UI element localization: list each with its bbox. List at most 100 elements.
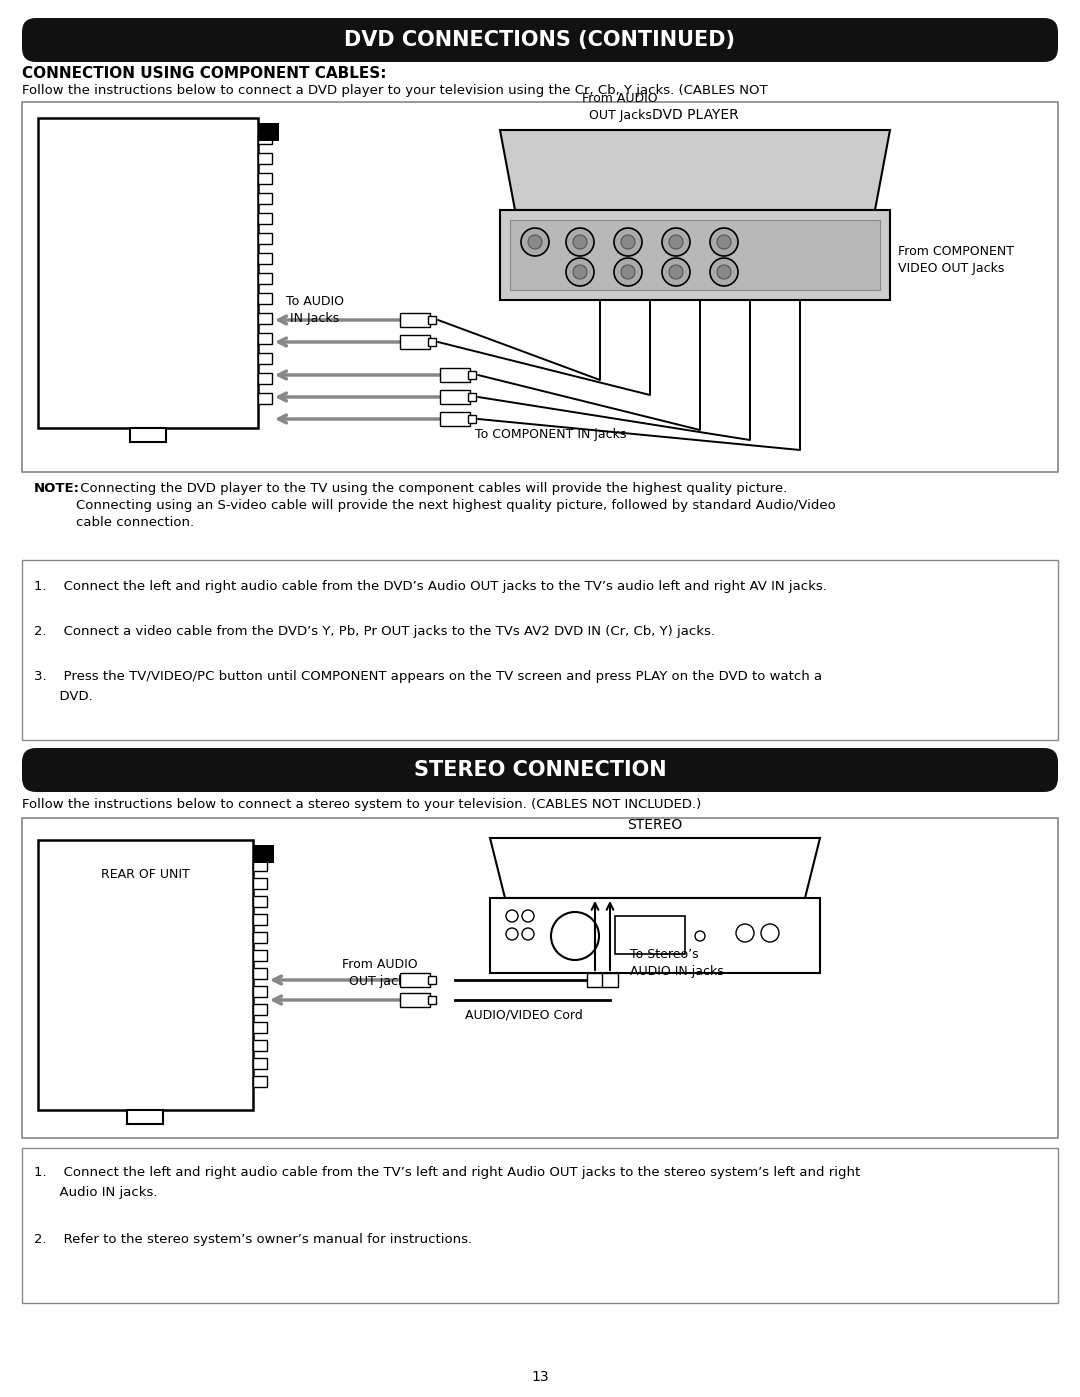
Circle shape — [522, 909, 534, 922]
Bar — [253, 1058, 267, 1069]
Bar — [253, 968, 267, 979]
Bar — [500, 210, 890, 300]
Circle shape — [573, 235, 588, 249]
Text: Follow the instructions below to connect a DVD player to your television using t: Follow the instructions below to connect… — [22, 84, 768, 96]
Bar — [615, 916, 685, 954]
Circle shape — [669, 265, 683, 279]
Circle shape — [566, 258, 594, 286]
Bar — [428, 316, 436, 324]
Bar — [259, 123, 279, 141]
Circle shape — [551, 912, 599, 960]
Bar — [258, 253, 272, 264]
Bar — [258, 133, 272, 144]
Bar — [440, 367, 470, 381]
FancyBboxPatch shape — [22, 18, 1058, 61]
Text: REAR OF UNIT: REAR OF UNIT — [100, 868, 189, 882]
Text: NOTE:: NOTE: — [33, 482, 80, 495]
Text: To COMPONENT IN jacks: To COMPONENT IN jacks — [475, 427, 626, 441]
Circle shape — [735, 923, 754, 942]
Bar — [253, 1004, 267, 1016]
Text: 3.    Press the TV/VIDEO/PC button until COMPONENT appears on the TV screen and : 3. Press the TV/VIDEO/PC button until CO… — [33, 671, 822, 683]
Bar — [253, 986, 267, 997]
Bar — [253, 1023, 267, 1032]
Circle shape — [669, 235, 683, 249]
Text: DVD.: DVD. — [33, 690, 93, 703]
Text: CONNECTION USING COMPONENT CABLES:: CONNECTION USING COMPONENT CABLES: — [22, 66, 387, 81]
Bar — [254, 845, 274, 863]
Text: From COMPONENT
VIDEO OUT Jacks: From COMPONENT VIDEO OUT Jacks — [897, 244, 1014, 275]
Text: 1.    Connect the left and right audio cable from the DVD’s Audio OUT jacks to t: 1. Connect the left and right audio cabl… — [33, 580, 827, 592]
Bar — [428, 977, 436, 983]
Bar — [428, 338, 436, 346]
Circle shape — [615, 258, 642, 286]
Bar — [400, 335, 430, 349]
Bar — [38, 117, 258, 427]
Circle shape — [717, 235, 731, 249]
Bar — [253, 1039, 267, 1051]
Text: From AUDIO
OUT Jacks: From AUDIO OUT Jacks — [582, 92, 658, 122]
Text: DVD CONNECTIONS (CONTINUED): DVD CONNECTIONS (CONTINUED) — [345, 29, 735, 50]
Circle shape — [528, 235, 542, 249]
Circle shape — [662, 228, 690, 256]
Circle shape — [710, 258, 738, 286]
Bar — [258, 373, 272, 384]
Bar — [253, 914, 267, 925]
Text: 2.    Connect a video cable from the DVD’s Y, Pb, Pr OUT jacks to the TVs AV2 DV: 2. Connect a video cable from the DVD’s … — [33, 624, 715, 638]
Bar — [253, 1076, 267, 1087]
Polygon shape — [490, 838, 820, 898]
Text: 13: 13 — [531, 1370, 549, 1384]
Circle shape — [521, 228, 549, 256]
Circle shape — [621, 265, 635, 279]
Bar — [22, 1148, 1058, 1303]
Bar — [510, 219, 880, 291]
Circle shape — [621, 235, 635, 249]
Text: 2.    Refer to the stereo system’s owner’s manual for instructions.: 2. Refer to the stereo system’s owner’s … — [33, 1234, 472, 1246]
Circle shape — [522, 928, 534, 940]
Bar — [468, 415, 476, 423]
Bar — [258, 193, 272, 204]
Bar — [253, 861, 267, 870]
Circle shape — [696, 930, 705, 942]
Text: To Stereo’s
AUDIO IN jacks: To Stereo’s AUDIO IN jacks — [630, 949, 724, 978]
Text: To AUDIO
IN Jacks: To AUDIO IN Jacks — [286, 295, 345, 326]
Text: DVD PLAYER: DVD PLAYER — [651, 108, 739, 122]
Bar — [258, 313, 272, 324]
Bar — [22, 819, 1058, 1139]
Bar — [258, 212, 272, 224]
Bar — [258, 173, 272, 184]
Bar — [253, 877, 267, 888]
Bar — [127, 1111, 163, 1125]
Bar — [253, 950, 267, 961]
Bar — [602, 972, 618, 988]
Bar — [22, 560, 1058, 740]
Bar — [258, 332, 272, 344]
Text: Follow the instructions below to connect a stereo system to your television. (CA: Follow the instructions below to connect… — [22, 798, 701, 812]
Circle shape — [662, 258, 690, 286]
Bar — [400, 993, 430, 1007]
Text: STEREO CONNECTION: STEREO CONNECTION — [414, 760, 666, 780]
Bar — [258, 233, 272, 244]
Bar — [440, 412, 470, 426]
Bar — [588, 972, 603, 988]
Circle shape — [507, 928, 518, 940]
Text: STEREO: STEREO — [627, 819, 683, 833]
Bar — [258, 154, 272, 163]
Text: Audio IN jacks.: Audio IN jacks. — [33, 1186, 158, 1199]
Bar — [490, 898, 820, 972]
Text: Connecting the DVD player to the TV using the component cables will provide the : Connecting the DVD player to the TV usin… — [76, 482, 836, 529]
Bar — [258, 272, 272, 284]
Circle shape — [507, 909, 518, 922]
Bar — [400, 313, 430, 327]
Bar — [400, 972, 430, 988]
Text: From AUDIO
OUT jacks: From AUDIO OUT jacks — [342, 958, 418, 988]
Bar — [258, 353, 272, 365]
Bar — [130, 427, 166, 441]
Bar — [468, 393, 476, 401]
Bar — [38, 840, 253, 1111]
Bar — [428, 996, 436, 1004]
Bar — [468, 372, 476, 379]
Bar — [253, 895, 267, 907]
Text: 1.    Connect the left and right audio cable from the TV’s left and right Audio : 1. Connect the left and right audio cabl… — [33, 1166, 861, 1179]
Polygon shape — [500, 130, 890, 210]
Circle shape — [717, 265, 731, 279]
